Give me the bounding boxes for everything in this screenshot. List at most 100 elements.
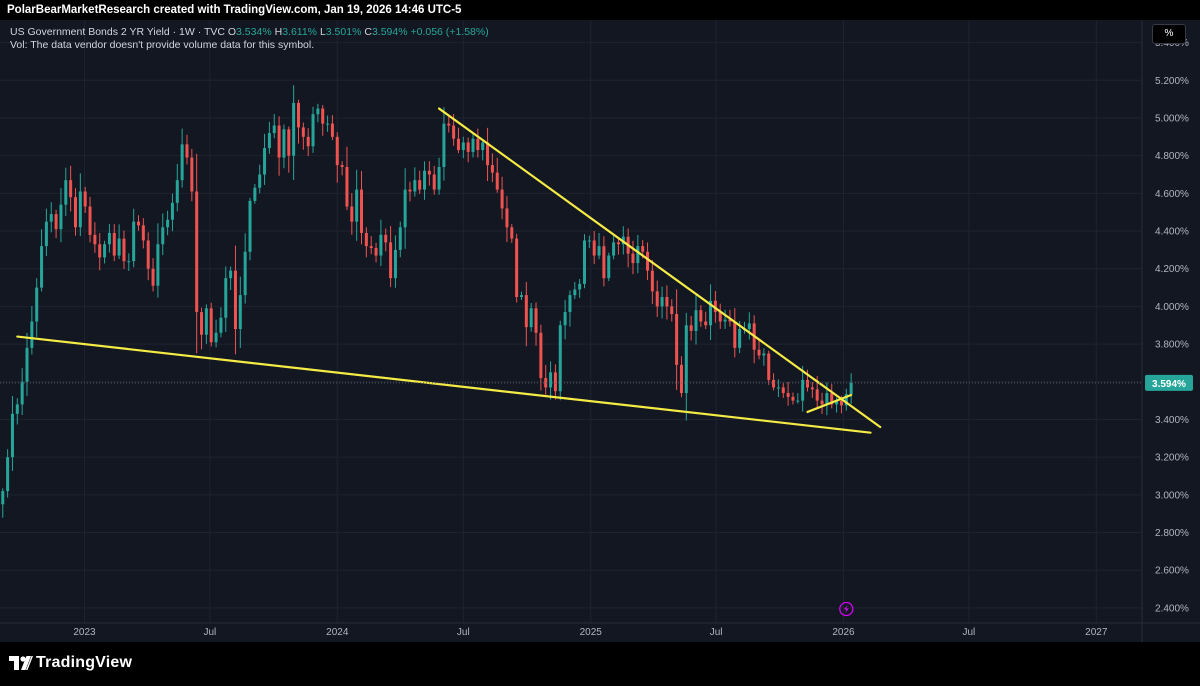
trendline (806, 393, 853, 414)
change-value: +0.056 (+1.58%) (410, 26, 489, 38)
x-tick-label: 2026 (832, 627, 855, 638)
scale-unit-button[interactable]: % (1152, 24, 1186, 44)
candle-body (408, 189, 412, 192)
event-marker-icon (839, 601, 854, 617)
candle-body (272, 125, 276, 134)
candle-body (384, 234, 388, 243)
candle-body (549, 372, 553, 388)
x-tick-label: Jul (457, 627, 470, 638)
candle-body (360, 189, 364, 233)
candle-body (214, 332, 218, 343)
candle-body (59, 204, 63, 230)
candle-body (709, 300, 713, 326)
tradingview-logo-icon (9, 656, 33, 670)
candle-body (767, 353, 771, 380)
candle-body (631, 253, 635, 264)
volume-note: Vol: The data vendor doesn't provide vol… (10, 39, 315, 51)
candle-body (209, 308, 213, 343)
y-tick-label: 5.200% (1155, 76, 1189, 87)
price-chart[interactable]: 2.400%2.600%2.800%3.000%3.200%3.400%3.60… (0, 20, 1200, 642)
x-tick-label: 2027 (1085, 627, 1108, 638)
candle-body (825, 393, 829, 405)
candle-body (1, 491, 5, 505)
candle-body (490, 165, 494, 173)
candle-body (369, 246, 373, 249)
candle-body (112, 232, 116, 256)
candle-body (190, 157, 194, 192)
candle-body (500, 189, 504, 209)
y-tick-label: 4.200% (1155, 264, 1189, 275)
candle-body (704, 321, 708, 326)
candle-body (801, 379, 805, 401)
candle-body (301, 127, 305, 137)
candle-body (544, 378, 548, 388)
candle-body (641, 246, 645, 252)
candle-body (117, 238, 121, 256)
candle-body (175, 180, 179, 203)
candle-body (539, 332, 543, 379)
candle-body (248, 200, 252, 252)
tradingview-brand: TradingView (36, 654, 133, 671)
high-key: H (274, 26, 283, 38)
y-tick-label: 4.600% (1155, 189, 1189, 200)
candle-body (161, 227, 165, 245)
candle-body (646, 251, 650, 271)
candle-body (233, 270, 237, 330)
candle-body (665, 297, 669, 307)
attribution-text: PolarBearMarketResearch created with Tra… (7, 4, 462, 16)
trendline (16, 335, 872, 434)
candle-body (141, 225, 145, 241)
candle-body (786, 393, 790, 397)
candle-body (54, 214, 58, 230)
y-tick-label: 3.200% (1155, 453, 1189, 464)
candle-body (466, 142, 470, 152)
candle-body (471, 138, 475, 152)
candle-body (529, 308, 533, 328)
footer-bar: TradingView (0, 642, 1200, 686)
candle-body (88, 206, 92, 235)
candle-body (519, 295, 523, 298)
y-tick-label: 4.800% (1155, 151, 1189, 162)
candle-body (73, 197, 77, 228)
y-tick-label: 4.000% (1155, 302, 1189, 313)
candle-body (200, 312, 204, 335)
candle-body (389, 242, 393, 279)
candle-body (495, 172, 499, 190)
candle-body (413, 180, 417, 192)
candle-body (49, 214, 53, 222)
candle-body (219, 317, 223, 333)
candle-body (456, 138, 460, 151)
symbol-legend: US Government Bonds 2 YR Yield · 1W · TV… (10, 26, 489, 52)
close-value: 3.594% (371, 26, 408, 38)
trendline (437, 107, 882, 429)
candle-body (689, 325, 693, 331)
candle-body (35, 287, 39, 322)
candle-body (655, 291, 659, 307)
candle-body (486, 142, 490, 166)
candle-body (679, 364, 683, 394)
candle-body (83, 191, 87, 207)
candle-body (418, 180, 422, 190)
candle-body (612, 242, 616, 256)
candle-body (326, 123, 330, 125)
candle-body (10, 413, 14, 458)
candle-body (238, 295, 242, 330)
candle-body (185, 144, 189, 158)
y-tick-label: 3.800% (1155, 340, 1189, 351)
candle-body (461, 142, 465, 151)
y-tick-label: 5.000% (1155, 113, 1189, 124)
chart-area[interactable]: 2.400%2.600%2.800%3.000%3.200%3.400%3.60… (0, 20, 1200, 642)
candle-body (650, 270, 654, 292)
candle-body (335, 136, 339, 166)
candle-body (597, 246, 601, 256)
candle-body (78, 191, 82, 228)
candle-body (229, 270, 233, 279)
candle-body (330, 123, 334, 137)
x-tick-label: 2023 (73, 627, 96, 638)
candle-body (515, 238, 519, 298)
candle-body (820, 400, 824, 405)
candle-body (578, 283, 582, 290)
candle-body (180, 144, 184, 181)
candle-body (616, 242, 620, 245)
candle-body (403, 189, 407, 228)
